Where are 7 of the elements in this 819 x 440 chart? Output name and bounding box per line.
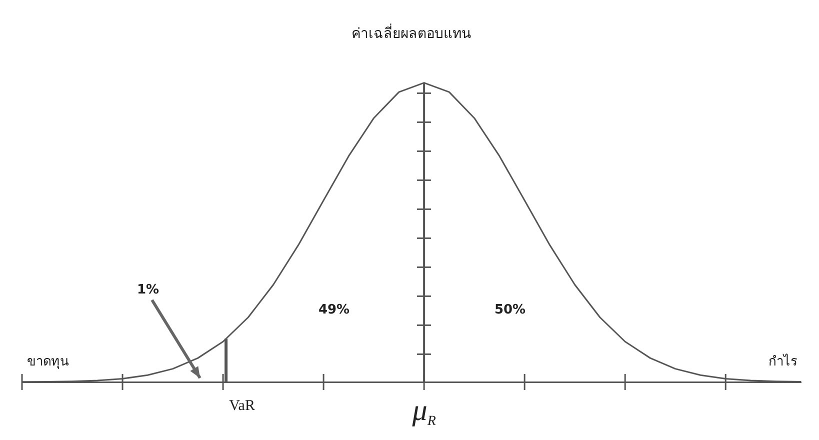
chart-title: ค่าเฉลี่ยผลตอบแทน bbox=[352, 24, 472, 42]
text: VaR bbox=[229, 398, 255, 414]
annotation: กำไร bbox=[768, 353, 798, 370]
annotation: ขาดทุน bbox=[27, 354, 69, 370]
annotation: 1% bbox=[136, 282, 160, 298]
annotation: 49% bbox=[318, 302, 350, 318]
annotation: 50% bbox=[494, 302, 526, 318]
